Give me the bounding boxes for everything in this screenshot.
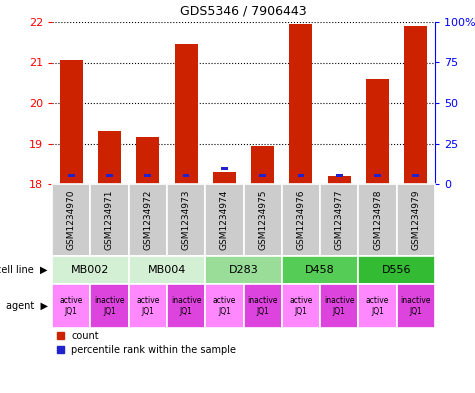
FancyBboxPatch shape: [167, 184, 205, 256]
Bar: [60, 61, 83, 184]
Bar: [144, 174, 151, 177]
Text: active
JQ1: active JQ1: [366, 296, 389, 316]
Text: GSM1234973: GSM1234973: [181, 190, 190, 250]
Text: inactive
JQ1: inactive JQ1: [94, 296, 125, 316]
Text: cell line  ▶: cell line ▶: [0, 265, 48, 275]
Text: D458: D458: [305, 265, 335, 275]
Bar: [251, 145, 274, 184]
Text: inactive
JQ1: inactive JQ1: [324, 296, 354, 316]
FancyBboxPatch shape: [167, 284, 205, 328]
FancyBboxPatch shape: [244, 284, 282, 328]
Text: GSM1234978: GSM1234978: [373, 190, 382, 250]
FancyBboxPatch shape: [359, 284, 397, 328]
FancyBboxPatch shape: [129, 284, 167, 328]
Bar: [412, 174, 419, 177]
FancyBboxPatch shape: [397, 284, 435, 328]
Bar: [221, 167, 228, 170]
Text: GSM1234977: GSM1234977: [335, 190, 344, 250]
Text: GSM1234974: GSM1234974: [220, 190, 229, 250]
FancyBboxPatch shape: [52, 284, 90, 328]
Text: GSM1234970: GSM1234970: [66, 190, 76, 250]
Text: agent  ▶: agent ▶: [6, 301, 48, 311]
FancyBboxPatch shape: [205, 256, 282, 284]
Text: inactive
JQ1: inactive JQ1: [171, 296, 201, 316]
Text: D283: D283: [228, 265, 258, 275]
Text: MB002: MB002: [71, 265, 109, 275]
Text: active
JQ1: active JQ1: [289, 296, 313, 316]
Legend: count, percentile rank within the sample: count, percentile rank within the sample: [57, 331, 237, 355]
Text: inactive
JQ1: inactive JQ1: [400, 296, 431, 316]
Text: GSM1234979: GSM1234979: [411, 190, 420, 250]
FancyBboxPatch shape: [205, 184, 244, 256]
FancyBboxPatch shape: [320, 184, 359, 256]
FancyBboxPatch shape: [90, 184, 129, 256]
Text: active
JQ1: active JQ1: [59, 296, 83, 316]
Bar: [174, 44, 198, 184]
FancyBboxPatch shape: [359, 256, 435, 284]
Text: GSM1234971: GSM1234971: [105, 190, 114, 250]
Bar: [328, 176, 351, 184]
Bar: [68, 174, 75, 177]
Bar: [404, 26, 428, 184]
FancyBboxPatch shape: [52, 184, 90, 256]
FancyBboxPatch shape: [129, 256, 205, 284]
Text: D556: D556: [382, 265, 411, 275]
Text: active
JQ1: active JQ1: [213, 296, 236, 316]
Bar: [136, 138, 159, 184]
Bar: [289, 24, 313, 184]
Text: MB004: MB004: [148, 265, 186, 275]
Bar: [374, 174, 381, 177]
Text: GDS5346 / 7906443: GDS5346 / 7906443: [180, 4, 307, 17]
Text: active
JQ1: active JQ1: [136, 296, 160, 316]
FancyBboxPatch shape: [320, 284, 359, 328]
Text: inactive
JQ1: inactive JQ1: [247, 296, 278, 316]
Bar: [98, 131, 121, 184]
FancyBboxPatch shape: [397, 184, 435, 256]
FancyBboxPatch shape: [282, 284, 320, 328]
Text: GSM1234975: GSM1234975: [258, 190, 267, 250]
Bar: [366, 79, 389, 184]
Bar: [182, 174, 190, 177]
FancyBboxPatch shape: [244, 184, 282, 256]
Bar: [297, 174, 304, 177]
Bar: [213, 172, 236, 184]
FancyBboxPatch shape: [359, 184, 397, 256]
FancyBboxPatch shape: [282, 184, 320, 256]
Bar: [259, 174, 266, 177]
Bar: [106, 174, 113, 177]
FancyBboxPatch shape: [282, 256, 359, 284]
FancyBboxPatch shape: [129, 184, 167, 256]
FancyBboxPatch shape: [205, 284, 244, 328]
Text: GSM1234972: GSM1234972: [143, 190, 152, 250]
Text: GSM1234976: GSM1234976: [296, 190, 305, 250]
Bar: [336, 174, 342, 177]
FancyBboxPatch shape: [52, 256, 129, 284]
FancyBboxPatch shape: [90, 284, 129, 328]
